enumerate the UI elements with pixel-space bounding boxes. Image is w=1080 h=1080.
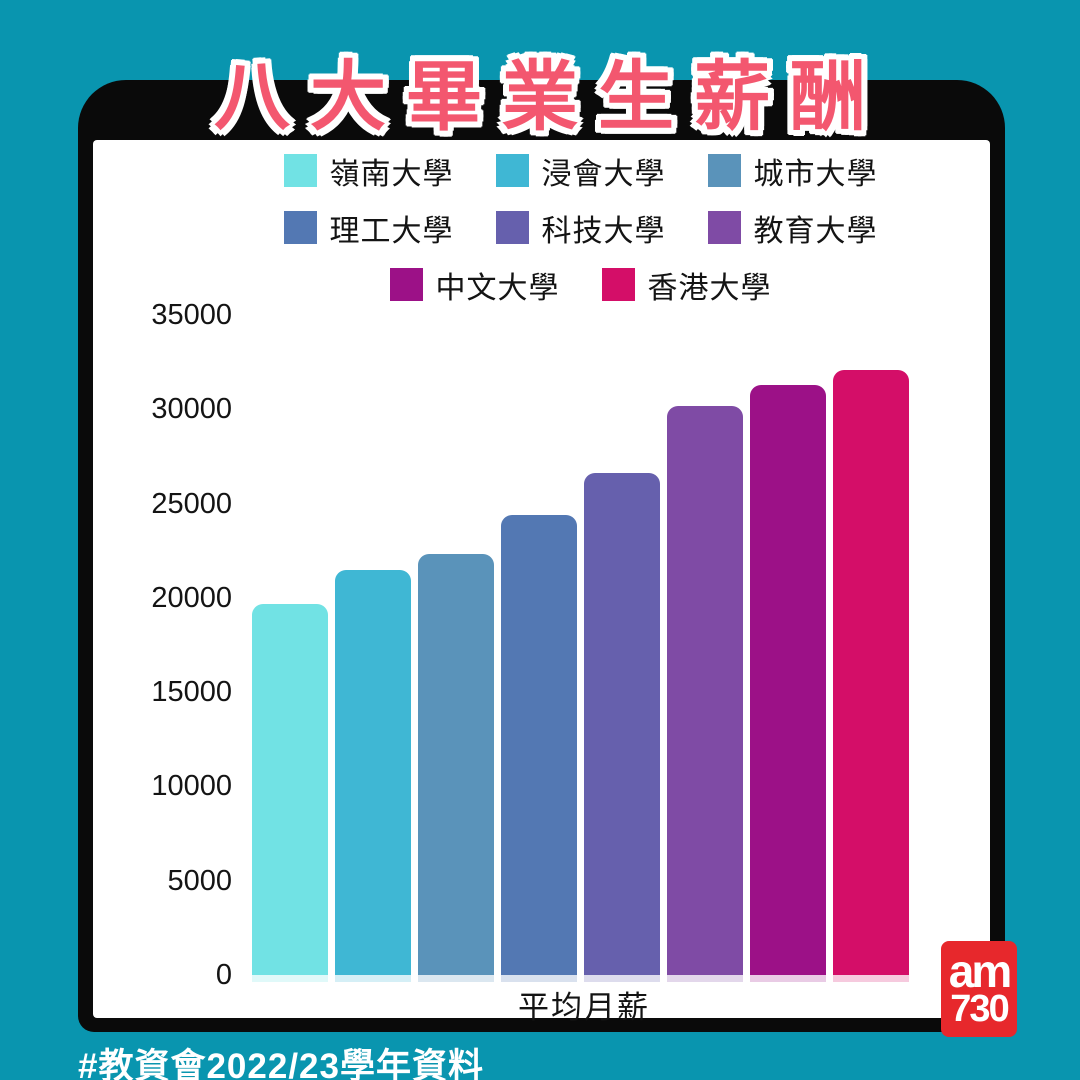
legend-label: 理工大學	[329, 214, 454, 248]
bar	[418, 554, 494, 982]
bar-underglow	[584, 975, 660, 982]
bar	[833, 370, 909, 982]
legend-row: 中文大學 香港大學	[93, 256, 990, 313]
legend-label: 教育大學	[753, 214, 878, 248]
y-tick-label: 25000	[151, 487, 232, 520]
y-tick-label: 30000	[151, 393, 232, 426]
legend-item: 中文大學	[389, 263, 560, 307]
legend-item: 香港大學	[601, 263, 772, 307]
bar	[252, 604, 328, 982]
legend-item: 理工大學	[283, 206, 454, 250]
legend-item: 城市大學	[707, 149, 878, 193]
legend-item: 嶺南大學	[283, 149, 454, 193]
bar	[667, 406, 743, 982]
legend-item: 浸會大學	[495, 149, 666, 193]
legend-label: 科技大學	[541, 214, 666, 248]
bar-underglow	[833, 975, 909, 982]
legend-swatch	[495, 154, 529, 187]
legend-swatch	[707, 211, 741, 244]
bar-underglow	[418, 975, 494, 982]
legend-swatch	[495, 211, 529, 244]
source-note: #教資會2022/23學年資料	[78, 1047, 484, 1080]
y-tick-label: 35000	[151, 299, 232, 331]
y-tick-label: 20000	[151, 581, 232, 614]
legend-label: 香港大學	[647, 271, 772, 305]
bar	[335, 570, 411, 982]
legend-label: 城市大學	[753, 157, 878, 191]
legend-swatch	[707, 154, 741, 187]
bar-series	[252, 285, 916, 982]
x-axis-label: 平均月薪	[518, 990, 650, 1025]
legend-label: 浸會大學	[541, 157, 666, 191]
bar-underglow	[335, 975, 411, 982]
y-tick-label: 5000	[167, 864, 232, 897]
chart-legend: 嶺南大學 浸會大學 城市大學理工大學 科技大學 教育大學中文大學 香港大學	[93, 142, 990, 313]
bar-underglow	[750, 975, 826, 982]
legend-label: 嶺南大學	[329, 157, 454, 191]
bar	[501, 515, 577, 982]
y-tick-label: 15000	[151, 676, 232, 709]
am730-logo: am 730	[941, 941, 1017, 1037]
bar-underglow	[667, 975, 743, 982]
legend-item: 教育大學	[707, 206, 878, 250]
legend-item: 科技大學	[495, 206, 666, 250]
bar	[750, 385, 826, 982]
legend-swatch	[389, 268, 423, 301]
logo-text-730: 730	[950, 988, 1009, 1030]
y-tick-label: 10000	[151, 770, 232, 803]
legend-label: 中文大學	[435, 271, 560, 305]
bar-underglow	[501, 975, 577, 982]
legend-swatch	[283, 211, 317, 244]
bar	[584, 473, 660, 982]
legend-swatch	[283, 154, 317, 187]
legend-row: 理工大學 科技大學 教育大學	[93, 199, 990, 256]
legend-swatch	[601, 268, 635, 301]
page-title: 八大畢業生薪酬	[214, 55, 886, 140]
bar-underglow	[252, 975, 328, 982]
legend-row: 嶺南大學 浸會大學 城市大學	[93, 142, 990, 199]
y-tick-label: 0	[215, 959, 232, 991]
logo-text-am: am	[948, 945, 1013, 997]
